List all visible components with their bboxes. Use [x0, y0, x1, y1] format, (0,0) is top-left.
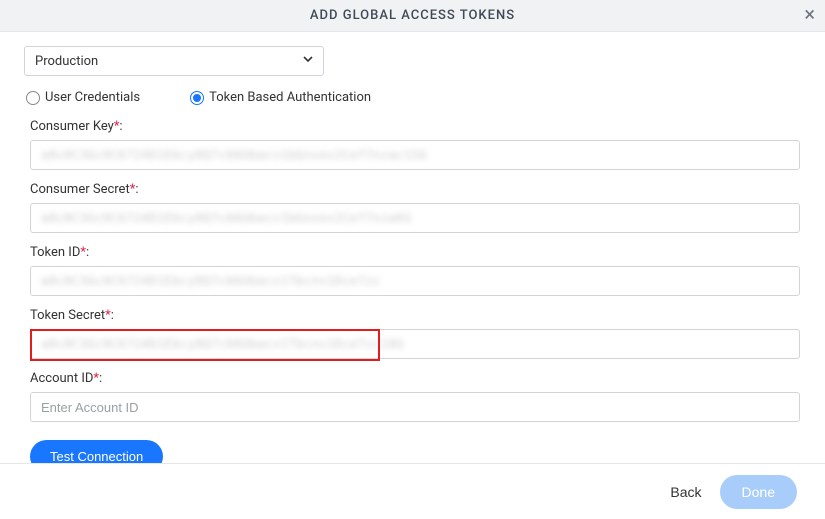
- input-token-secret[interactable]: a8c0C3Gc9C6724D1Ebcy8Q7c66Ubacv1Tbcnv1Dc…: [30, 329, 800, 359]
- masked-value: a8c0C3Gc9C6724D1Ebcy8Q7c66Ubacv1Tbcnv1Dc…: [41, 274, 381, 288]
- label-token-secret: Token Secret*:: [30, 308, 801, 323]
- environment-select-value: Production: [35, 54, 98, 69]
- close-icon[interactable]: ×: [804, 4, 815, 24]
- masked-value: a8c0C3Gc9C6724D1Ebcy8Q7c66Ubacv1bGnvev2C…: [41, 148, 427, 162]
- field-account-id: Account ID*:: [30, 371, 801, 422]
- field-token-secret: Token Secret*: a8c0C3Gc9C6724D1Ebcy8Q7c6…: [30, 308, 801, 359]
- environment-select[interactable]: Production: [24, 46, 324, 76]
- back-button[interactable]: Back: [670, 484, 701, 500]
- input-consumer-key[interactable]: a8c0C3Gc9C6724D1Ebcy8Q7c66Ubacv1bGnvev2C…: [30, 140, 800, 170]
- dialog-content: Production User Credentials Token Based …: [0, 32, 825, 473]
- radio-token-based[interactable]: Token Based Authentication: [190, 90, 371, 105]
- field-consumer-secret: Consumer Secret*: a8c0C3Gc9C6724D1Ebcy8Q…: [30, 182, 801, 233]
- dialog-header: ADD GLOBAL ACCESS TOKENS ×: [0, 0, 825, 32]
- dialog-footer: Back Done: [0, 463, 825, 519]
- label-account-id: Account ID*:: [30, 371, 801, 386]
- radio-icon: [26, 91, 40, 105]
- field-token-id: Token ID*: a8c0C3Gc9C6724D1Ebcy8Q7c66Uba…: [30, 245, 801, 296]
- radio-icon: [190, 91, 204, 105]
- done-button[interactable]: Done: [720, 475, 797, 509]
- input-consumer-secret[interactable]: a8c0C3Gc9C6724D1Ebcy8Q7c66Ubacv1bGnvev2C…: [30, 203, 800, 233]
- radio-label: User Credentials: [45, 90, 140, 105]
- field-consumer-key: Consumer Key*: a8c0C3Gc9C6724D1Ebcy8Q7c6…: [30, 119, 801, 170]
- dialog-title: ADD GLOBAL ACCESS TOKENS: [310, 8, 515, 23]
- auth-mode-radio-group: User Credentials Token Based Authenticat…: [26, 90, 801, 105]
- label-token-id: Token ID*:: [30, 245, 801, 260]
- account-id-text-input[interactable]: [41, 393, 789, 421]
- masked-value: a8c0C3Gc9C6724D1Ebcy8Q7c66Ubacv1bGnvev2C…: [41, 211, 412, 225]
- radio-user-credentials[interactable]: User Credentials: [26, 90, 140, 105]
- label-consumer-key: Consumer Key*:: [30, 119, 801, 134]
- radio-label: Token Based Authentication: [209, 90, 371, 105]
- input-token-id[interactable]: a8c0C3Gc9C6724D1Ebcy8Q7c66Ubacv1Tbcnv1Dc…: [30, 266, 800, 296]
- input-account-id[interactable]: [30, 392, 800, 422]
- label-consumer-secret: Consumer Secret*:: [30, 182, 801, 197]
- masked-value: a8c0C3Gc9C6724D1Ebcy8Q7c66Ubacv1Tbcnv1Dc…: [41, 337, 404, 351]
